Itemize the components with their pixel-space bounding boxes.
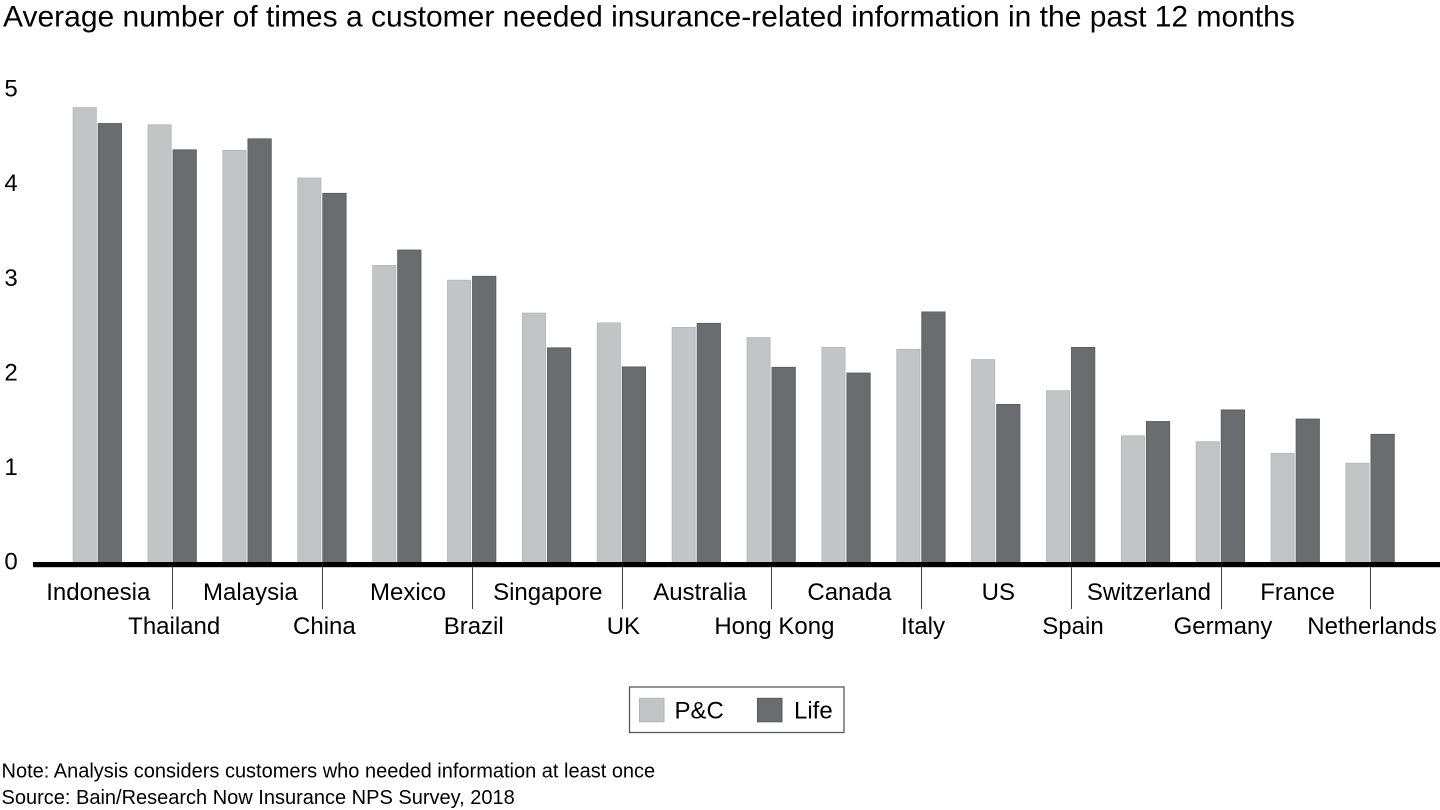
svg-text:5: 5 xyxy=(4,76,17,103)
svg-text:3: 3 xyxy=(4,265,17,292)
svg-text:2: 2 xyxy=(4,359,17,386)
svg-text:Mexico: Mexico xyxy=(370,579,446,606)
svg-text:Average number of times a cust: Average number of times a customer neede… xyxy=(3,0,1295,33)
svg-text:China: China xyxy=(293,613,356,640)
svg-text:Switzerland: Switzerland xyxy=(1087,579,1211,606)
svg-text:Indonesia: Indonesia xyxy=(46,579,151,606)
svg-text:4: 4 xyxy=(4,170,17,197)
svg-text:P&C: P&C xyxy=(675,698,724,725)
svg-text:Italy: Italy xyxy=(901,613,945,640)
svg-text:Brazil: Brazil xyxy=(444,613,504,640)
svg-text:Australia: Australia xyxy=(653,579,747,606)
svg-text:Source: Bain/Research Now Insu: Source: Bain/Research Now Insurance NPS … xyxy=(2,787,515,809)
svg-text:1: 1 xyxy=(4,454,17,481)
svg-text:Canada: Canada xyxy=(807,579,892,606)
svg-text:Singapore: Singapore xyxy=(493,579,602,606)
svg-text:US: US xyxy=(982,579,1015,606)
svg-text:Note: Analysis considers custo: Note: Analysis considers customers who n… xyxy=(2,761,656,783)
svg-text:Hong Kong: Hong Kong xyxy=(714,613,834,640)
svg-text:France: France xyxy=(1260,579,1335,606)
svg-text:Spain: Spain xyxy=(1042,613,1103,640)
svg-text:Netherlands: Netherlands xyxy=(1307,613,1436,640)
svg-text:Life: Life xyxy=(794,698,833,725)
svg-text:0: 0 xyxy=(4,549,17,576)
svg-text:Germany: Germany xyxy=(1174,613,1273,640)
svg-text:UK: UK xyxy=(607,613,640,640)
svg-text:Malaysia: Malaysia xyxy=(203,579,298,606)
svg-text:Thailand: Thailand xyxy=(128,613,220,640)
